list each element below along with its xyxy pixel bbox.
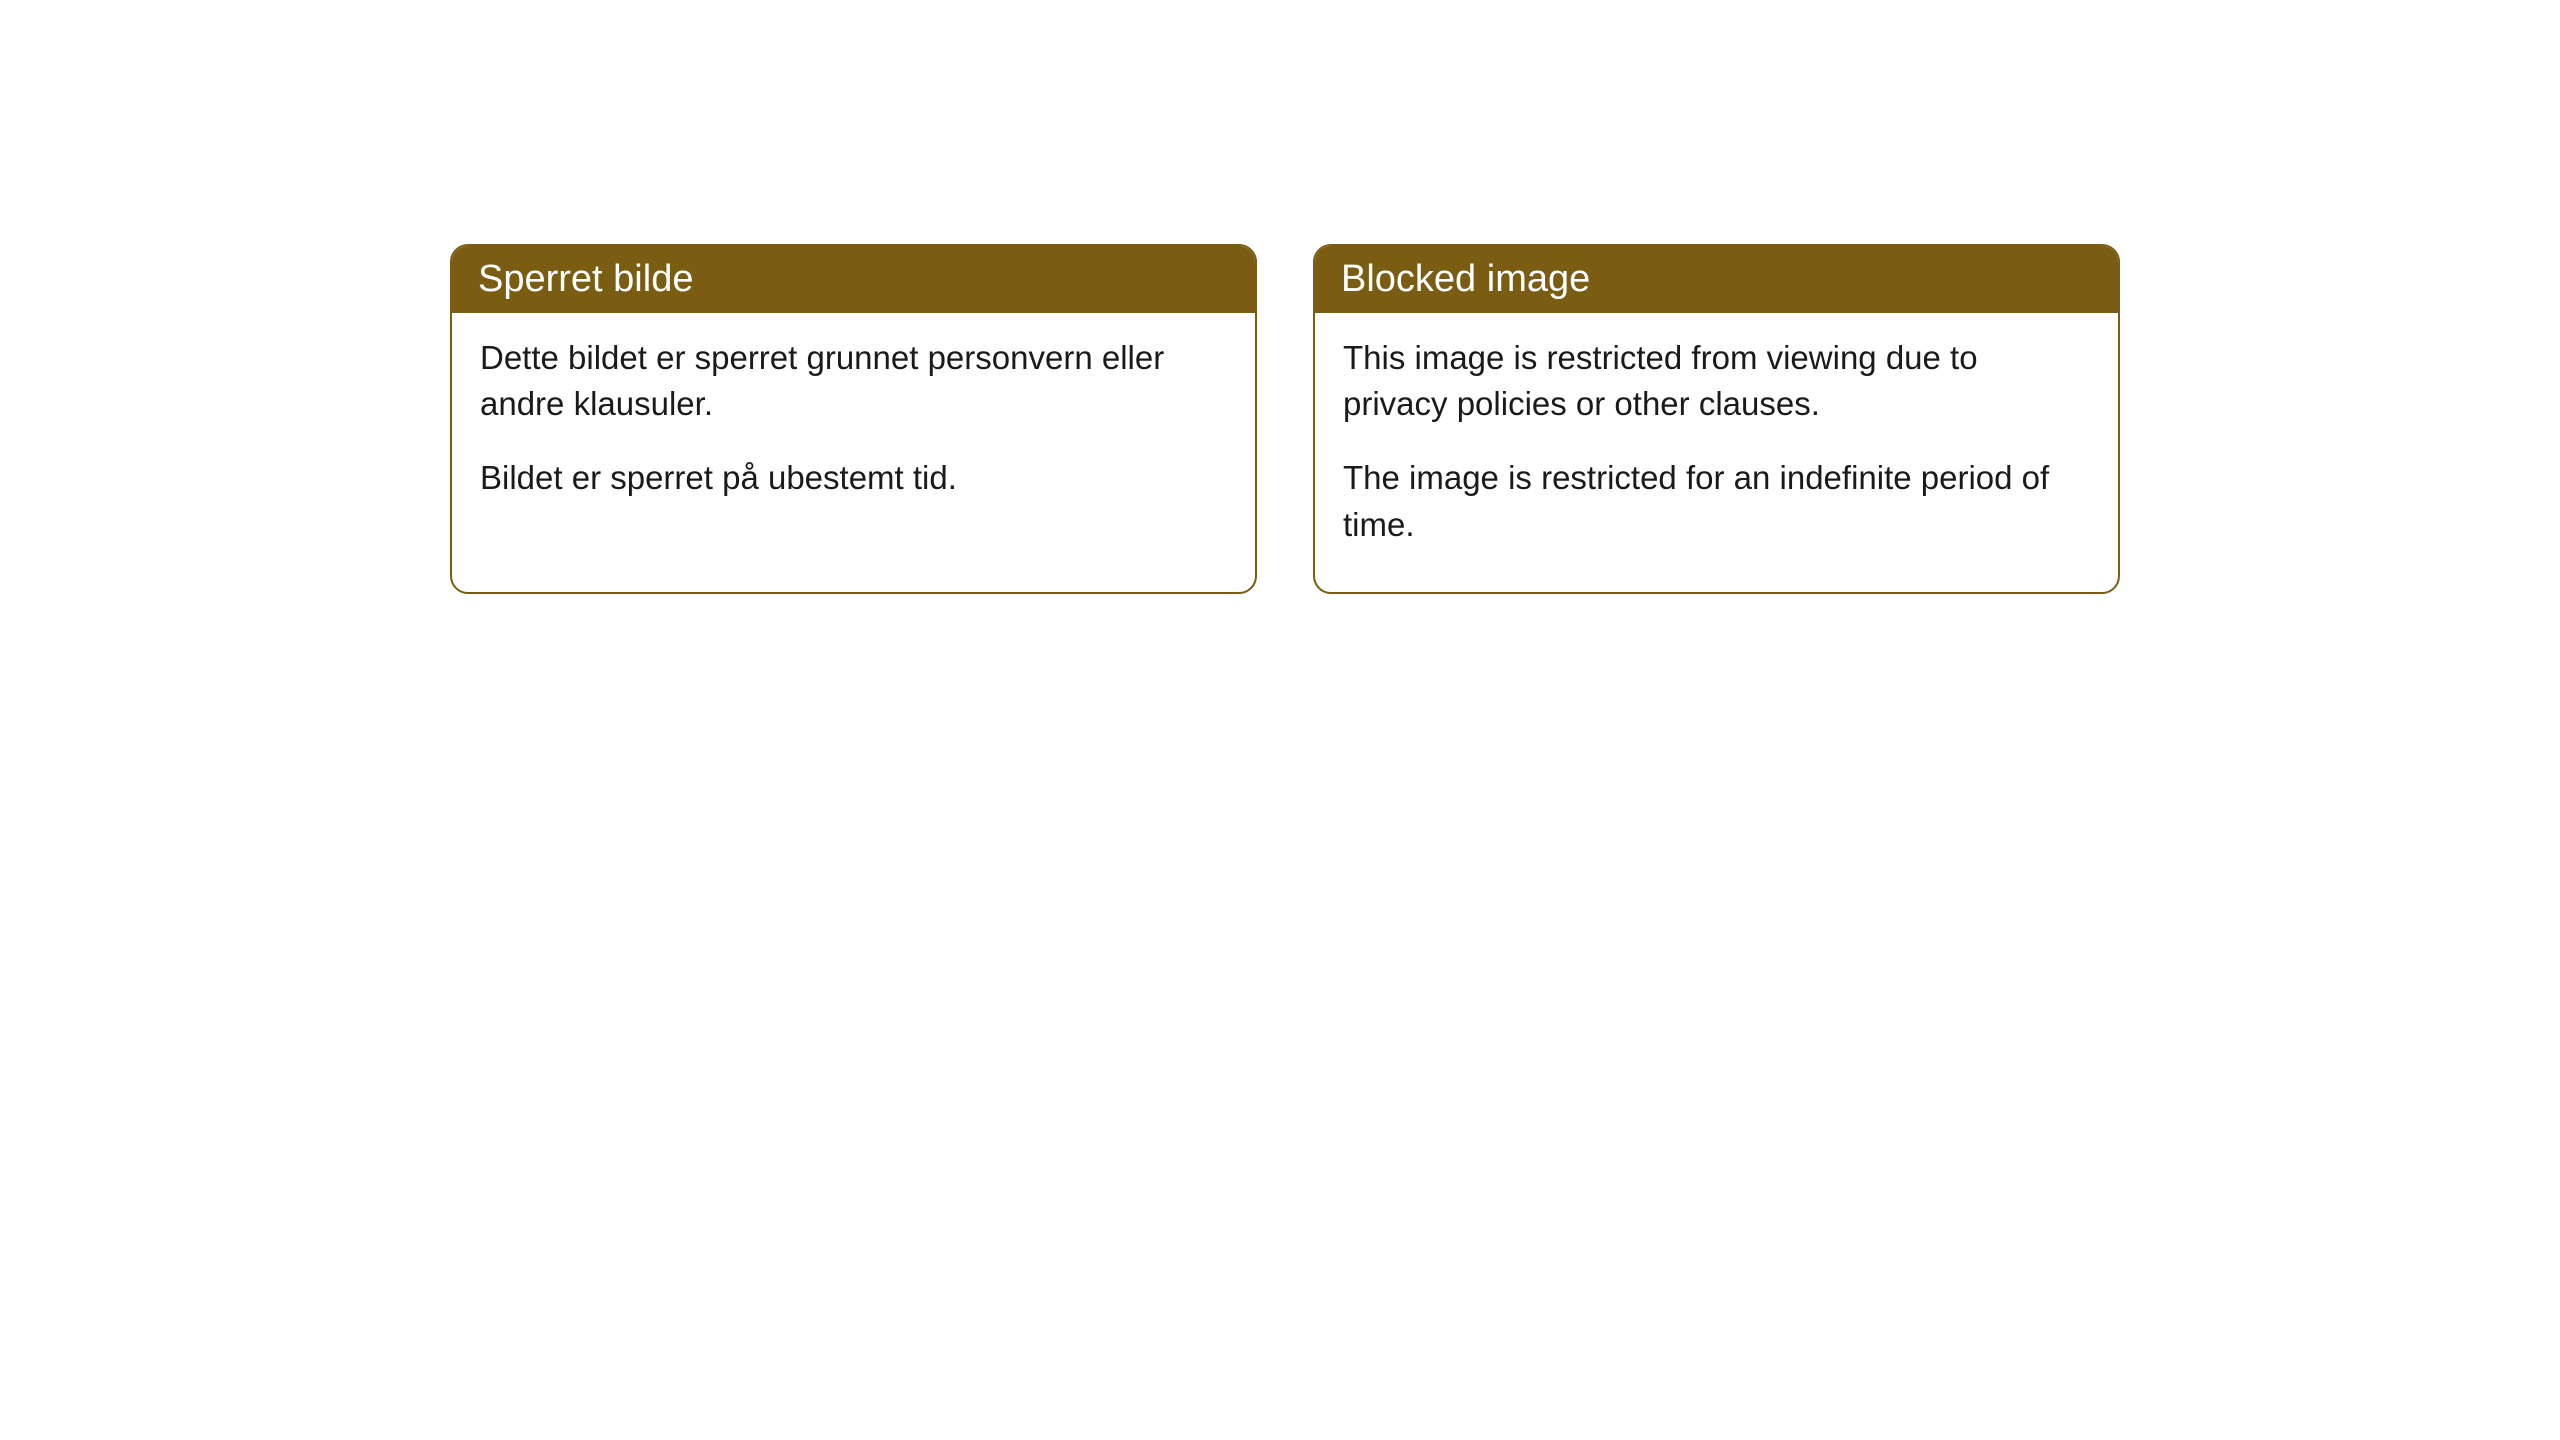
card-paragraph: Dette bildet er sperret grunnet personve… bbox=[480, 335, 1227, 427]
card-paragraph: Bildet er sperret på ubestemt tid. bbox=[480, 455, 1227, 501]
card-paragraph: This image is restricted from viewing du… bbox=[1343, 335, 2090, 427]
card-header-english: Blocked image bbox=[1315, 246, 2118, 313]
card-title: Blocked image bbox=[1341, 258, 1590, 300]
card-title: Sperret bilde bbox=[478, 258, 693, 300]
card-header-norwegian: Sperret bilde bbox=[452, 246, 1255, 313]
card-paragraph: The image is restricted for an indefinit… bbox=[1343, 455, 2090, 547]
card-body-norwegian: Dette bildet er sperret grunnet personve… bbox=[452, 313, 1255, 546]
cards-container: Sperret bilde Dette bildet er sperret gr… bbox=[450, 244, 2120, 594]
card-body-english: This image is restricted from viewing du… bbox=[1315, 313, 2118, 592]
card-norwegian: Sperret bilde Dette bildet er sperret gr… bbox=[450, 244, 1257, 594]
card-english: Blocked image This image is restricted f… bbox=[1313, 244, 2120, 594]
